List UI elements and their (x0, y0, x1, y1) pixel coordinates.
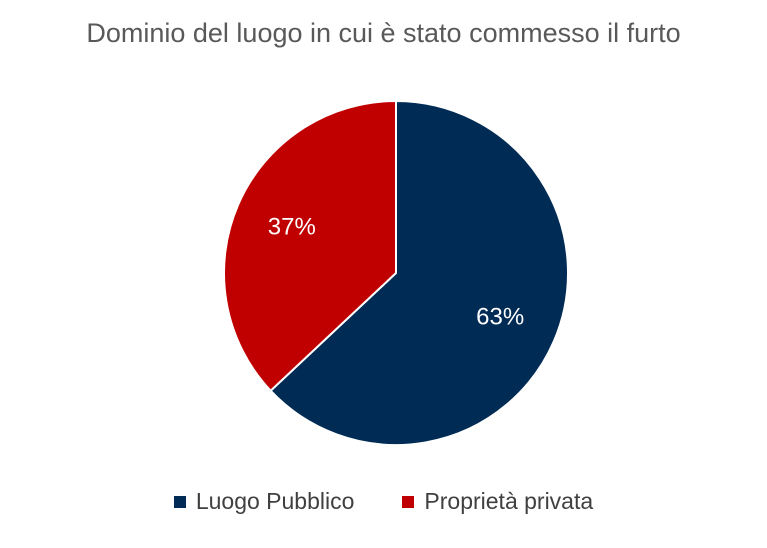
legend-label-proprieta-privata: Proprietà privata (424, 488, 594, 514)
legend-swatch-proprieta-privata (402, 495, 415, 508)
legend-label-luogo-pubblico: Luogo Pubblico (195, 488, 355, 514)
pie-slice-proprieta-privata (223, 99, 397, 393)
legend-item-proprieta-privata: Proprietà privata (402, 488, 593, 515)
legend-item-luogo-pubblico: Luogo Pubblico (173, 488, 355, 515)
legend: Luogo Pubblico Proprietà privata (0, 488, 767, 515)
pie-slice-luogo-pubblico (269, 99, 569, 446)
chart-title: Dominio del luogo in cui è stato commess… (86, 18, 681, 48)
data-label-luogo-pubblico: 63% (476, 303, 524, 330)
data-label-proprieta-privata: 37% (268, 213, 316, 240)
legend-swatch-luogo-pubblico (173, 495, 186, 508)
